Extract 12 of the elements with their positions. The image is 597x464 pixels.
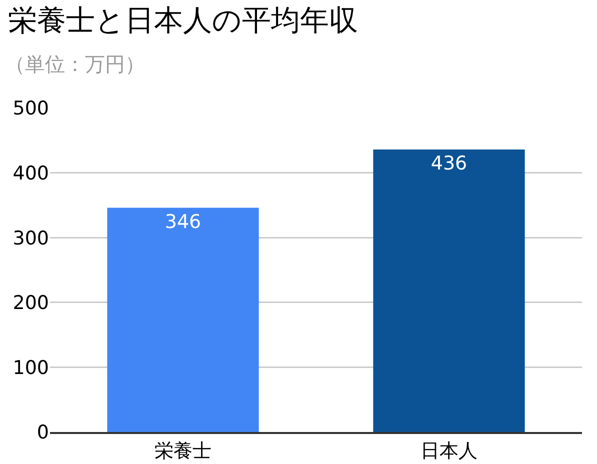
chart-title: 栄養士と日本人の平均年収 [8, 3, 358, 37]
y-tick-label: 400 [12, 162, 49, 184]
y-tick-label: 100 [12, 356, 49, 379]
data-label: 436 [430, 152, 468, 174]
data-label: 346 [164, 210, 202, 233]
y-tick-label: 500 [12, 98, 49, 120]
x-tick-label: 栄養士 [154, 440, 212, 462]
y-tick-label: 300 [12, 227, 49, 250]
chart-subtitle: （単位：万円） [5, 52, 145, 76]
x-tick-label: 日本人 [420, 440, 478, 462]
y-tick-label: 0 [36, 422, 49, 444]
y-tick-label: 200 [12, 292, 49, 314]
